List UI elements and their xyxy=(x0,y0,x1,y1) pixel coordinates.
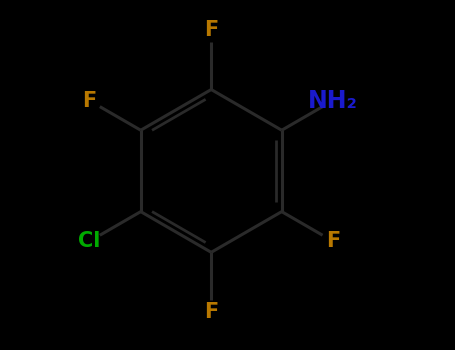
Text: F: F xyxy=(82,91,96,111)
Text: F: F xyxy=(326,231,340,251)
Text: Cl: Cl xyxy=(78,231,101,251)
Text: F: F xyxy=(204,20,218,40)
Text: NH₂: NH₂ xyxy=(308,89,358,112)
Text: F: F xyxy=(204,302,218,322)
